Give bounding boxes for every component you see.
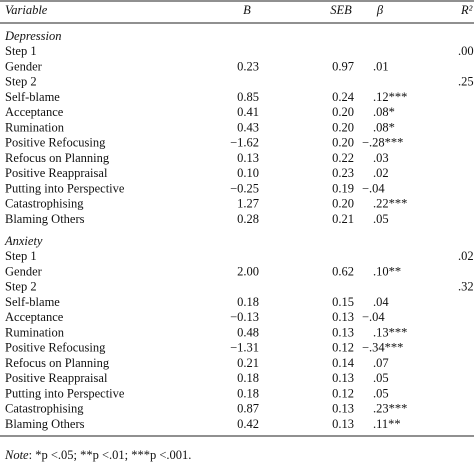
cell-r2: .32 bbox=[458, 280, 474, 294]
cell-variable: Rumination bbox=[5, 120, 65, 134]
cell-b: 0.87 bbox=[237, 402, 259, 416]
cell-b: 0.43 bbox=[237, 120, 259, 134]
cell-variable: Self-blame bbox=[5, 295, 60, 309]
cell-b: 0.18 bbox=[237, 371, 259, 385]
cell-r2: .00 bbox=[458, 44, 474, 58]
cell-beta: −.28*** bbox=[362, 136, 403, 150]
header-variable: Variable bbox=[5, 3, 48, 17]
cell-variable: Catastrophising bbox=[5, 197, 84, 211]
cell-b: 0.48 bbox=[237, 325, 259, 339]
cell-beta: −.04 bbox=[362, 310, 385, 324]
cell-seb: 0.12 bbox=[332, 386, 354, 400]
cell-beta: .07 bbox=[373, 356, 389, 370]
cell-beta: .12*** bbox=[373, 90, 407, 104]
cell-beta: .23*** bbox=[373, 402, 407, 416]
cell-beta: −.04 bbox=[362, 181, 385, 195]
cell-r2: .25 bbox=[458, 75, 474, 89]
cell-beta: .11** bbox=[373, 417, 401, 431]
cell-seb: 0.13 bbox=[332, 325, 354, 339]
cell-b: 0.10 bbox=[237, 166, 259, 180]
header-b: B bbox=[243, 3, 251, 17]
cell-b: 0.28 bbox=[237, 212, 259, 226]
cell-seb: 0.13 bbox=[332, 310, 354, 324]
cell-variable: Putting into Perspective bbox=[5, 386, 125, 400]
cell-beta: .08* bbox=[373, 105, 395, 119]
cell-seb: 0.20 bbox=[332, 197, 354, 211]
cell-b: 2.00 bbox=[237, 264, 259, 278]
note-label: Note bbox=[4, 448, 29, 462]
cell-beta: .03 bbox=[373, 151, 389, 165]
cell-b: 0.21 bbox=[237, 356, 259, 370]
cell-seb: 0.62 bbox=[332, 264, 354, 278]
cell-variable: Step 2 bbox=[5, 280, 37, 294]
cell-variable: Step 1 bbox=[5, 44, 37, 58]
cell-b: −0.25 bbox=[230, 181, 259, 195]
cell-b: 1.27 bbox=[237, 197, 259, 211]
cell-variable: Positive Refocusing bbox=[5, 136, 106, 150]
cell-b: 0.41 bbox=[237, 105, 259, 119]
cell-seb: 0.13 bbox=[332, 417, 354, 431]
cell-seb: 0.20 bbox=[332, 105, 354, 119]
cell-seb: 0.97 bbox=[332, 59, 354, 73]
cell-beta: .02 bbox=[373, 166, 389, 180]
cell-seb: 0.13 bbox=[332, 371, 354, 385]
cell-variable: Refocus on Planning bbox=[5, 356, 110, 370]
section-title: Anxiety bbox=[4, 234, 43, 248]
cell-variable: Positive Reappraisal bbox=[5, 166, 108, 180]
cell-variable: Putting into Perspective bbox=[5, 181, 125, 195]
cell-variable: Positive Refocusing bbox=[5, 341, 106, 355]
header-seb: SEB bbox=[330, 3, 352, 17]
cell-variable: Self-blame bbox=[5, 90, 60, 104]
cell-b: −1.62 bbox=[230, 136, 259, 150]
cell-beta: .13*** bbox=[373, 325, 407, 339]
cell-seb: 0.24 bbox=[332, 90, 355, 104]
cell-beta: .05 bbox=[373, 386, 389, 400]
cell-seb: 0.21 bbox=[332, 212, 354, 226]
cell-b: 0.18 bbox=[237, 386, 259, 400]
cell-b: 0.85 bbox=[237, 90, 259, 104]
cell-variable: Gender bbox=[5, 59, 43, 73]
cell-b: 0.13 bbox=[237, 151, 259, 165]
cell-beta: .01 bbox=[373, 59, 389, 73]
cell-variable: Acceptance bbox=[5, 105, 64, 119]
note: Note: *p <.05; **p <.01; ***p <.001. bbox=[4, 448, 191, 462]
cell-b: 0.42 bbox=[237, 417, 259, 431]
cell-seb: 0.23 bbox=[332, 166, 354, 180]
cell-b: −1.31 bbox=[230, 341, 259, 355]
cell-seb: 0.20 bbox=[332, 120, 354, 134]
cell-variable: Positive Reappraisal bbox=[5, 371, 108, 385]
cell-beta: .04 bbox=[373, 295, 389, 309]
cell-variable: Refocus on Planning bbox=[5, 151, 110, 165]
cell-beta: −.34*** bbox=[362, 341, 403, 355]
cell-seb: 0.15 bbox=[332, 295, 354, 309]
cell-seb: 0.12 bbox=[332, 341, 354, 355]
cell-seb: 0.19 bbox=[332, 181, 354, 195]
cell-variable: Gender bbox=[5, 264, 43, 278]
section-title: Depression bbox=[4, 29, 61, 43]
cell-b: 0.23 bbox=[237, 59, 259, 73]
cell-beta: .22*** bbox=[373, 197, 407, 211]
cell-beta: .10** bbox=[373, 264, 401, 278]
cell-beta: .05 bbox=[373, 212, 389, 226]
note-text: : *p <.05; **p <.01; ***p <.001. bbox=[29, 448, 192, 462]
cell-variable: Step 1 bbox=[5, 249, 37, 263]
cell-variable: Blaming Others bbox=[5, 417, 85, 431]
cell-variable: Step 2 bbox=[5, 75, 37, 89]
header-beta: β bbox=[376, 3, 384, 17]
cell-variable: Rumination bbox=[5, 325, 65, 339]
cell-r2: .02 bbox=[458, 249, 474, 263]
cell-variable: Blaming Others bbox=[5, 212, 85, 226]
cell-b: 0.18 bbox=[237, 295, 259, 309]
cell-seb: 0.13 bbox=[332, 402, 354, 416]
cell-variable: Catastrophising bbox=[5, 402, 84, 416]
cell-seb: 0.20 bbox=[332, 136, 354, 150]
cell-seb: 0.22 bbox=[332, 151, 354, 165]
header-r2: R² bbox=[460, 3, 473, 17]
cell-beta: .08* bbox=[373, 120, 395, 134]
cell-beta: .05 bbox=[373, 371, 389, 385]
cell-b: −0.13 bbox=[230, 310, 259, 324]
cell-variable: Acceptance bbox=[5, 310, 64, 324]
cell-seb: 0.14 bbox=[332, 356, 355, 370]
